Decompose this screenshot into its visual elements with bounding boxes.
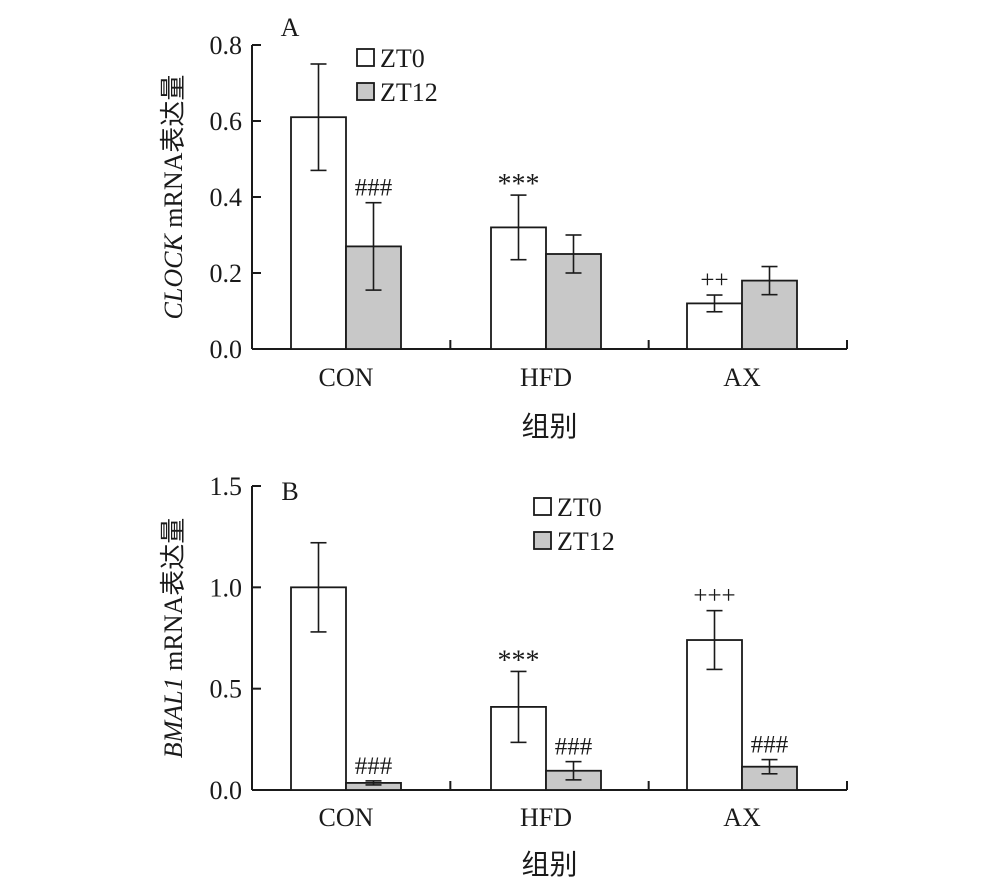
legend-swatch [533, 497, 552, 516]
legend: ZT0 ZT12 [356, 44, 438, 107]
y-tick-label: 0.4 [210, 183, 243, 212]
legend: ZT0 ZT12 [533, 493, 615, 556]
y-tick-label: 0.8 [210, 31, 243, 60]
category-label: HFD [520, 803, 572, 832]
legend-swatch [533, 531, 552, 550]
legend-label: ZT0 [380, 44, 425, 73]
legend-swatch [356, 82, 375, 101]
y-tick-label: 0.2 [210, 259, 243, 288]
significance-mark: ### [555, 734, 593, 761]
significance-mark: +++ [693, 583, 735, 610]
y-axis-title-gene: BMAL1 [159, 677, 188, 758]
legend-label: ZT12 [380, 78, 438, 107]
y-tick-label: 0.5 [210, 675, 243, 704]
y-axis-title-unit: mRNA表达量 [159, 518, 188, 678]
legend-label: ZT0 [557, 493, 602, 522]
legend-label: ZT12 [557, 527, 615, 556]
y-tick-label: 0.6 [210, 107, 243, 136]
bar-zt0-hfd [490, 226, 547, 350]
chart-panel-b: 0.0 0.5 1.0 1.5 B *** +++ ### ### ### CON HFD AX 组别 BM… [159, 472, 848, 881]
x-axis-title: 组别 [521, 411, 577, 443]
y-axis-title: CLOCK mRNA表达量 [159, 75, 188, 320]
y-tick-label: 0.0 [210, 776, 243, 805]
y-tick-label: 1.5 [210, 472, 243, 501]
category-label: HFD [520, 363, 572, 392]
significance-mark: ### [751, 732, 789, 759]
y-axis-title-gene: CLOCK [159, 233, 188, 320]
category-label: CON [319, 803, 374, 832]
y-tick-label: 0.0 [210, 335, 243, 364]
category-label: CON [319, 363, 374, 392]
y-tick-label: 1.0 [210, 573, 243, 602]
panel-label: A [281, 13, 300, 42]
legend-swatch [356, 48, 375, 67]
x-axis-title: 组别 [521, 849, 577, 881]
category-label: AX [723, 363, 761, 392]
significance-mark: *** [498, 169, 540, 200]
panel-label: B [281, 477, 298, 506]
significance-mark: ### [355, 175, 393, 202]
chart-panel-a: 0.0 0.2 0.4 0.6 0.8 A *** ++ ### CON HFD AX 组别 CLOCK … [159, 13, 848, 443]
y-axis-title: BMAL1 mRNA表达量 [159, 518, 188, 759]
significance-mark: ++ [700, 267, 728, 294]
category-label: AX [723, 803, 761, 832]
bar-zt0-ax [686, 302, 743, 350]
significance-mark: ### [355, 753, 393, 780]
y-axis-title-unit: mRNA表达量 [159, 75, 188, 235]
significance-mark: *** [498, 645, 540, 676]
